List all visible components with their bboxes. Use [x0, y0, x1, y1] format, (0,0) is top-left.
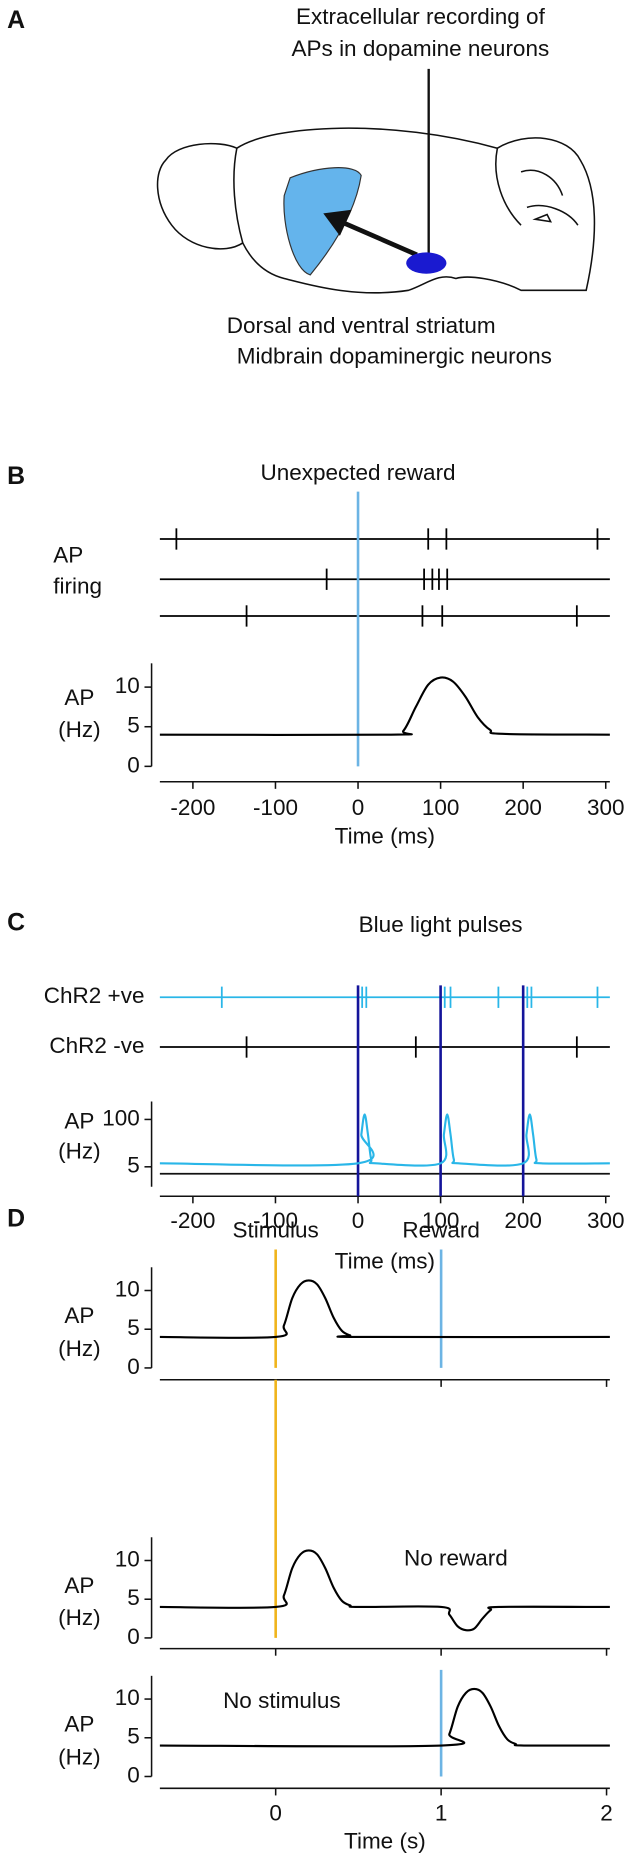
y-tick-label: 10: [115, 1546, 140, 1571]
y-axis-label: AP: [64, 685, 94, 710]
x-tick-label: 1: [435, 1800, 448, 1825]
raster-label: firing: [53, 573, 102, 598]
event-label: Reward: [402, 1218, 480, 1243]
annotation: No reward: [404, 1546, 508, 1571]
event-label: Unexpected reward: [260, 460, 455, 485]
x-tick-label: -200: [170, 1208, 215, 1233]
y-tick-label: 5: [127, 1585, 140, 1610]
x-tick-label: -100: [253, 1208, 298, 1233]
x-tick-label: 300: [587, 1208, 625, 1233]
rate-line: [159, 1279, 610, 1339]
rate-line: [159, 1549, 610, 1632]
x-tick-label: 100: [422, 795, 460, 820]
rate-line: [159, 1687, 610, 1748]
y-axis-label: AP: [64, 1109, 94, 1134]
y-tick-label: 5: [127, 1724, 140, 1749]
raster-row-label: ChR2 -ve: [49, 1033, 144, 1058]
x-tick-label: 0: [352, 795, 365, 820]
panel-label: A: [7, 6, 25, 34]
x-tick-label: 200: [504, 795, 542, 820]
x-axis-label: Time (ms): [335, 1248, 435, 1273]
recording-label: Extracellular recording of: [296, 4, 546, 29]
neurons: [406, 252, 447, 274]
arrow-shaft: [342, 220, 418, 257]
raster-label: AP: [53, 543, 83, 568]
brain-outline: [156, 127, 596, 294]
y-tick-label: 5: [127, 1153, 140, 1178]
rate-line: [159, 1113, 610, 1167]
y-tick-label: 0: [127, 1624, 140, 1649]
y-axis-label: (Hz): [58, 1336, 100, 1361]
panel-label: C: [7, 908, 25, 936]
x-tick-label: 100: [422, 1208, 460, 1233]
rate-line: [159, 676, 610, 737]
y-axis-label: (Hz): [58, 1605, 100, 1630]
annotation: No stimulus: [223, 1688, 341, 1713]
y-tick-label: 10: [115, 1276, 140, 1301]
y-axis-label: (Hz): [58, 1745, 100, 1770]
y-axis-label: AP: [64, 1573, 94, 1598]
x-tick-label: 2: [600, 1800, 613, 1825]
recording-label: APs in dopamine neurons: [292, 36, 550, 61]
panel-label: B: [7, 462, 25, 490]
y-tick-label: 10: [115, 673, 140, 698]
event-label: Blue light pulses: [359, 912, 523, 937]
x-axis-label: Time (ms): [335, 823, 435, 848]
y-tick-label: 0: [127, 1354, 140, 1379]
y-axis-label: AP: [64, 1303, 94, 1328]
x-tick-label: 300: [587, 795, 625, 820]
arrow-head: [323, 209, 352, 236]
panel-label: D: [7, 1204, 25, 1232]
region-label: Midbrain dopaminergic neurons: [237, 344, 552, 369]
striatum: [283, 167, 362, 276]
region-label: Dorsal and ventral striatum: [227, 313, 496, 338]
raster-row-label: ChR2 +ve: [44, 983, 145, 1008]
event-label: Stimulus: [233, 1218, 319, 1243]
x-tick-label: 0: [269, 1800, 282, 1825]
x-axis-label: Time (s): [344, 1829, 426, 1854]
y-tick-label: 0: [127, 752, 140, 777]
y-axis-label: (Hz): [58, 717, 100, 742]
y-tick-label: 100: [102, 1105, 140, 1130]
x-tick-label: 0: [352, 1208, 365, 1233]
brain-fold: [233, 148, 579, 244]
x-tick-label: -100: [253, 795, 298, 820]
y-axis-label: AP: [64, 1712, 94, 1737]
y-tick-label: 0: [127, 1762, 140, 1787]
y-axis-label: (Hz): [58, 1138, 100, 1163]
x-tick-label: -200: [170, 795, 215, 820]
y-tick-label: 5: [127, 713, 140, 738]
x-tick-label: 200: [504, 1208, 542, 1233]
y-tick-label: 10: [115, 1685, 140, 1710]
y-tick-label: 5: [127, 1315, 140, 1340]
